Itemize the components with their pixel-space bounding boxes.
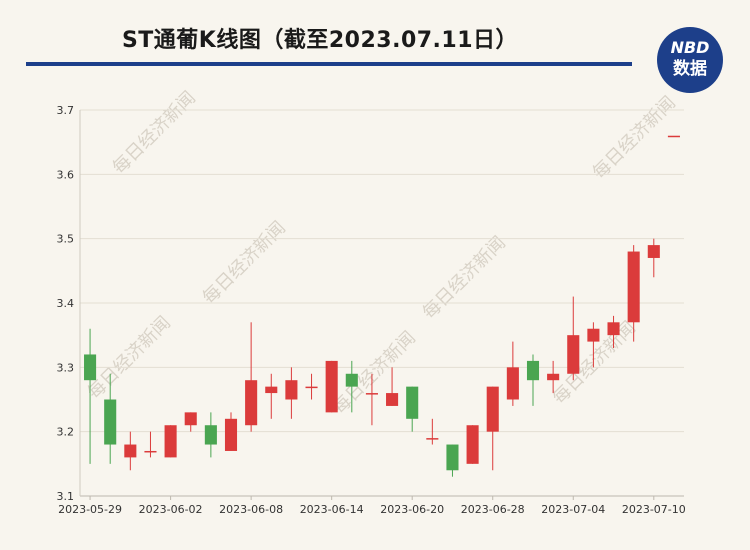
candle-body-21 [506,367,519,400]
candle-12 [325,360,338,413]
candle-body-1 [104,399,117,445]
candle-body-27 [627,251,640,323]
candle-body-12 [325,360,338,413]
candle-7 [224,412,238,451]
candle-27 [627,245,640,342]
candle-body-9 [265,386,278,394]
candle-17 [426,418,439,445]
candle-16 [406,386,419,432]
x-tick-label-3: 2023-06-14 [300,503,364,516]
candle-body-14 [365,393,378,395]
y-tick-label-2: 3.3 [57,361,75,374]
x-tick-label-4: 2023-06-20 [380,503,444,516]
candle-body-15 [386,393,399,406]
candle-body-23 [547,373,560,381]
candle-body-28 [647,245,660,258]
watermark-text-6: 每日经济新闻 [109,87,200,178]
x-tick-label-5: 2023-06-28 [461,503,525,516]
axes: 3.1 3.2 3.3 3.4 3.5 3.6 3.7 2023-05-29 2023-06-0… [57,104,686,516]
candle-body-8 [245,380,258,426]
candle-body-0 [84,354,97,381]
candle-24 [567,296,580,381]
y-tick-label-1: 3.2 [57,426,75,439]
candle-10 [285,367,298,419]
candle-body-18 [446,444,459,471]
candle-body-6 [204,425,217,445]
chart-title: ST通葡K线图（截至2023.07.11日） [121,28,519,53]
candle-21 [506,341,519,406]
candle-6 [204,412,217,458]
candle-body-4 [164,425,177,458]
candle-4 [164,425,177,458]
candle-body-10 [285,380,298,400]
grid-lines [80,109,684,497]
candle-body-26 [607,322,620,336]
candle-20 [486,386,499,471]
candle-18 [446,444,459,477]
y-tick-label-3: 3.4 [57,297,75,310]
candle-body-5 [184,412,197,426]
candle-28 [647,238,660,278]
candle-body-25 [587,328,600,342]
watermark-text-0: 每日经济新闻 [84,312,175,403]
candle-body-17 [426,438,439,440]
candle-9 [265,373,278,419]
watermark-layer: 每日经济新闻每日经济新闻每日经济新闻每日经济新闻每日经济新闻每日经济新闻每日经济… [84,87,680,418]
candle-body-24 [567,335,580,374]
candle-2 [124,431,137,471]
candle-body-22 [526,360,540,381]
logo-line-1: NBD [670,38,710,57]
x-tick-label-6: 2023-07-04 [541,503,605,516]
candle-3 [144,431,157,458]
candle-1 [104,373,117,464]
candle-body-20 [486,386,499,432]
watermark-text-3: 每日经济新闻 [419,232,510,323]
logo-line-2: 数据 [673,59,707,79]
title-underline [26,62,632,66]
candle-body-2 [124,444,137,458]
candles [84,135,680,477]
candle-23 [547,360,560,394]
candle-8 [245,322,258,432]
candle-body-19 [466,425,479,464]
candle-body-3 [144,450,157,453]
candle-15 [386,367,399,406]
candle-26 [607,315,620,349]
candle-29 [667,135,680,138]
x-tick-label-0: 2023-05-29 [58,503,122,516]
candle-11 [305,373,318,400]
candle-body-16 [406,386,419,419]
watermark-text-5: 每日经济新闻 [589,92,680,183]
candle-body-11 [305,386,318,389]
y-tick-label-0: 3.1 [57,490,75,503]
candle-0 [84,328,97,464]
candle-body-7 [224,418,238,451]
y-tick-label-6: 3.7 [57,104,75,117]
candle-body-13 [345,373,358,387]
candle-13 [345,360,358,413]
candle-22 [526,354,540,406]
y-tick-label-4: 3.5 [57,233,75,246]
watermark-text-1: 每日经济新闻 [199,217,290,308]
nbd-logo: NBD 数据 [657,27,723,93]
y-tick-label-5: 3.6 [57,168,75,181]
x-tick-label-1: 2023-06-02 [139,503,203,516]
x-tick-label-2: 2023-06-08 [219,503,283,516]
x-tick-label-7: 2023-07-10 [622,503,686,516]
candle-5 [184,412,197,432]
candle-25 [587,322,600,368]
candle-body-29 [667,135,680,138]
candle-14 [365,373,378,426]
candle-19 [466,425,479,464]
